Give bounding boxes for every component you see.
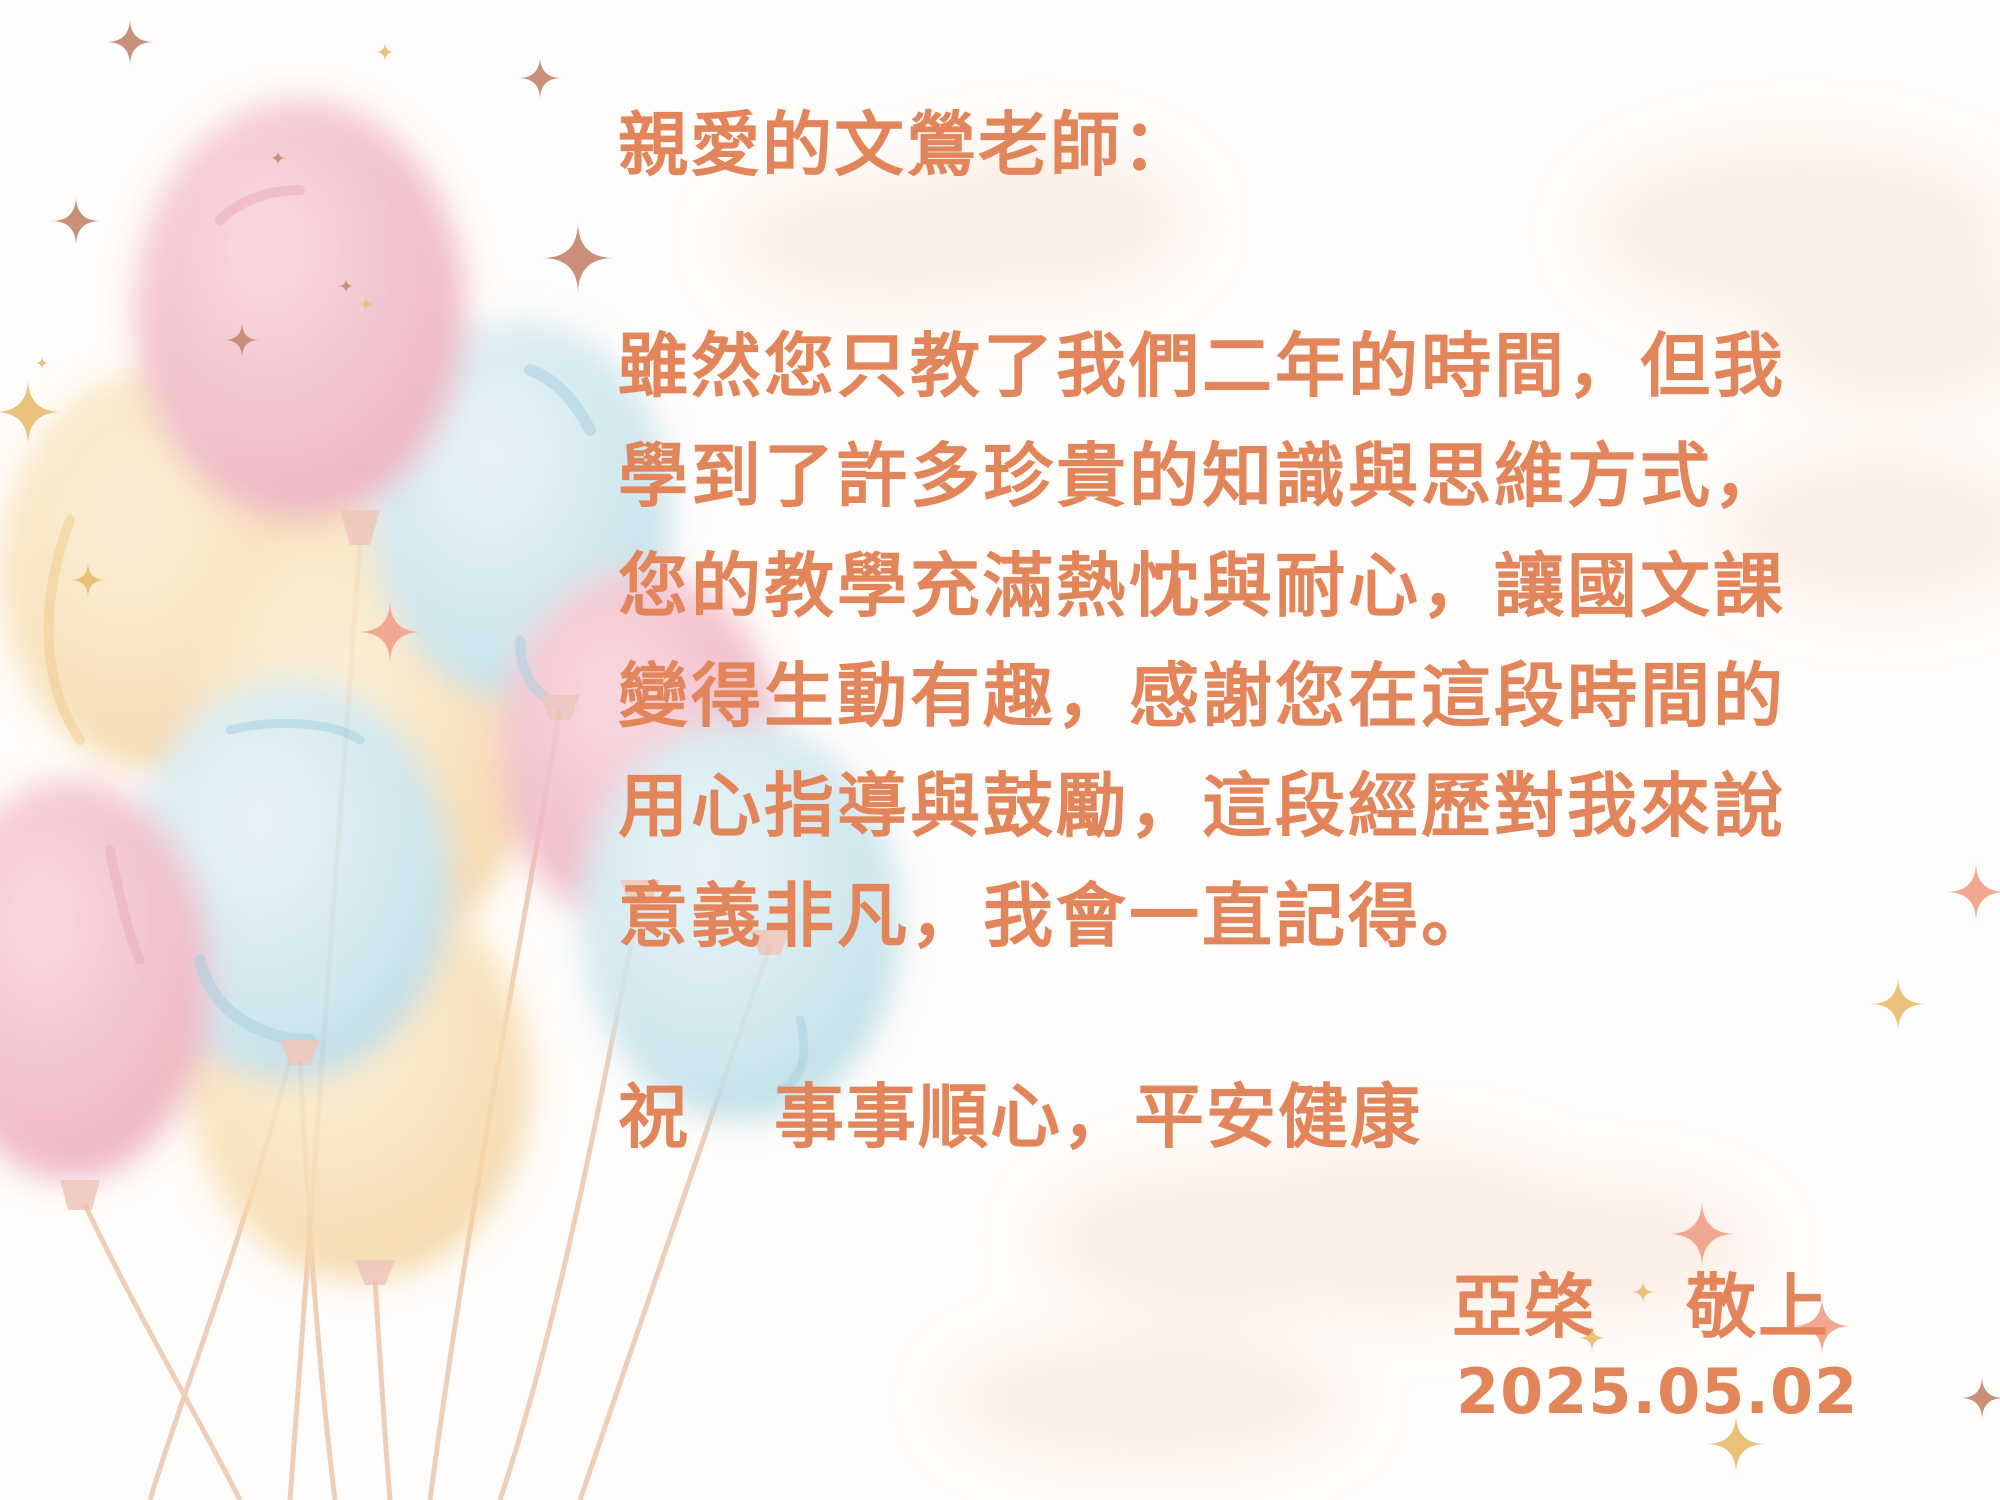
sparkle-icon (1631, 1280, 1655, 1304)
body-line: 用心指導與鼓勵，這段經歷對我來說 (618, 765, 1786, 847)
sparkle-icon (1792, 1296, 1852, 1356)
body-line: 變得生動有趣，感謝您在這段時間的 (618, 655, 1786, 737)
balloon-cluster (0, 100, 900, 1285)
sparkle-icon (0, 378, 62, 446)
sparkle-icon (1578, 1324, 1606, 1352)
sparkle-icon (1870, 976, 1926, 1032)
closing-wish-text: 事事順心，平安健康 (774, 1076, 1422, 1158)
sparkle-icon (35, 356, 49, 370)
letter-body: 雖然您只教了我們二年的時間，但我 學到了許多珍貴的知識與思維方式， 您的教學充滿… (618, 311, 1786, 971)
sparkle-icon (358, 296, 374, 312)
sparkle-icon (106, 18, 154, 66)
sparkle-icon (542, 222, 614, 294)
signature-honorific: 敬上 (1686, 1266, 1830, 1348)
clouds (730, 140, 2000, 1470)
balloon-pink-left (0, 780, 210, 1180)
sparkle-icon (51, 196, 101, 246)
sparkle-icon (1668, 1200, 1736, 1268)
letter-date: 2025.05.02 (1456, 1355, 1859, 1428)
sparkle-icon (1706, 1414, 1766, 1474)
sparkle-icon (518, 56, 562, 100)
sparkle-icon (1946, 862, 2000, 922)
signature: 亞棨 敬上 (1452, 1262, 1830, 1352)
balloon-pink-top (135, 100, 465, 520)
sparkle-icon (70, 562, 106, 598)
body-line: 意義非凡，我會一直記得。 (618, 875, 1494, 957)
sparkles (0, 18, 2000, 1474)
sparkle-icon (358, 600, 422, 664)
body-line: 雖然您只教了我們二年的時間，但我 (618, 325, 1786, 407)
sparkle-icon (338, 278, 354, 294)
sparkle-icon (270, 150, 286, 166)
closing-word: 祝 (618, 1076, 690, 1158)
sparkle-icon (1960, 1376, 2000, 1420)
signature-name: 亞棨 (1452, 1266, 1596, 1348)
salutation: 親愛的文鶯老師： (618, 104, 1194, 186)
sparkle-icon (224, 322, 260, 358)
sparkle-icon (375, 42, 395, 62)
body-line: 學到了許多珍貴的知識與思維方式， (618, 435, 1786, 517)
closing-wish: 祝 事事順心，平安健康 (618, 1072, 1422, 1162)
balloon-blue-right (580, 720, 900, 1120)
body-line: 您的教學充滿熱忱與耐心，讓國文課 (618, 545, 1786, 627)
